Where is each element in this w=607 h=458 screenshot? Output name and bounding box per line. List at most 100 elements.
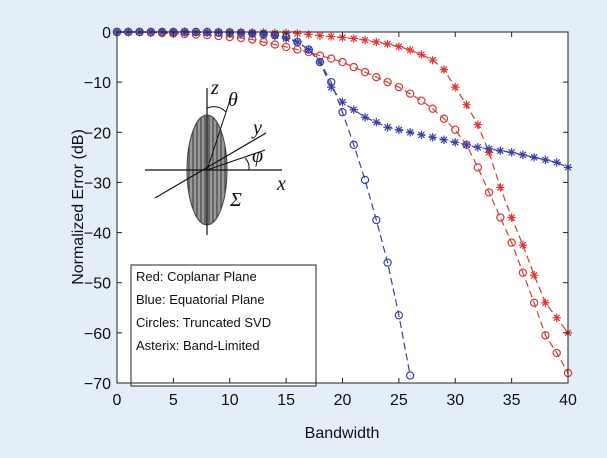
point	[259, 29, 268, 39]
point	[428, 55, 437, 65]
y-axis-arrow	[154, 132, 267, 199]
point	[394, 82, 404, 92]
point	[372, 72, 381, 82]
point	[338, 98, 347, 107]
point	[293, 29, 302, 38]
point	[417, 130, 426, 139]
y-tick-label: −50	[84, 276, 111, 293]
point	[349, 105, 358, 114]
inset-label: x	[276, 173, 286, 195]
phi-arc	[244, 157, 250, 171]
point	[405, 89, 415, 98]
inset-label: Σ	[229, 189, 242, 211]
y-tick-label: −70	[84, 376, 111, 393]
legend-box	[130, 264, 317, 387]
point	[214, 28, 223, 37]
point	[552, 348, 561, 358]
point	[338, 33, 347, 42]
point	[451, 138, 460, 147]
y-tick-label: −40	[84, 226, 111, 243]
y-tick-label: −30	[84, 175, 111, 192]
point	[496, 213, 505, 222]
point	[496, 183, 505, 192]
x-tick-label: 35	[503, 392, 521, 409]
point	[327, 77, 336, 87]
point	[315, 31, 325, 40]
x-tick-label: 15	[277, 392, 295, 409]
legend-text: Circles: Truncated SVD	[136, 315, 271, 330]
point	[541, 155, 550, 165]
point	[360, 175, 370, 185]
point	[405, 45, 415, 55]
x-tick-label: 40	[559, 392, 577, 409]
point	[248, 29, 257, 38]
point	[315, 57, 325, 67]
y-axis-title: Normalized Error (dB)	[70, 129, 87, 285]
inset-label: y	[251, 117, 262, 139]
point	[473, 120, 482, 129]
point	[417, 50, 426, 59]
point	[451, 82, 460, 92]
point	[405, 128, 415, 137]
x-tick-label: 5	[169, 392, 178, 409]
point	[541, 298, 550, 307]
y-tick-label: −10	[84, 75, 111, 92]
point	[541, 331, 550, 340]
point	[349, 34, 358, 43]
point	[304, 30, 313, 39]
point	[281, 34, 291, 43]
point	[327, 32, 336, 41]
point	[360, 67, 370, 77]
x-tick-label: 20	[334, 392, 352, 409]
x-tick-label: 30	[446, 392, 464, 409]
point	[518, 240, 528, 250]
point	[484, 144, 494, 154]
point	[462, 140, 471, 150]
point	[236, 28, 246, 38]
point	[473, 143, 482, 152]
inset-label: θ	[228, 89, 238, 111]
point	[383, 123, 392, 132]
point	[394, 311, 404, 320]
point	[439, 65, 449, 74]
point	[338, 108, 347, 117]
point	[439, 114, 449, 123]
y-tick-label: −20	[84, 125, 111, 142]
y-tick-label: −60	[84, 326, 111, 343]
point	[529, 270, 539, 280]
series-line	[117, 31, 569, 374]
point	[529, 298, 539, 307]
point	[529, 153, 539, 162]
point	[552, 158, 561, 167]
point	[349, 62, 358, 72]
point	[451, 125, 460, 134]
point	[293, 37, 302, 47]
point	[383, 258, 392, 267]
point	[394, 42, 404, 51]
x-axis-title: Bandwidth	[305, 425, 380, 442]
point	[518, 150, 528, 160]
point	[552, 313, 561, 323]
point	[281, 42, 291, 52]
theta-arc	[206, 106, 227, 113]
point	[484, 188, 494, 197]
point	[428, 133, 437, 142]
legend: Red: Coplanar Plane Blue: Equatorial Plan…	[130, 264, 317, 387]
point	[327, 82, 336, 92]
inset-label: z	[210, 77, 219, 99]
point	[439, 135, 449, 145]
point	[507, 238, 516, 247]
legend-text: Red: Coplanar Plane	[136, 269, 257, 284]
point	[394, 125, 404, 134]
point	[270, 30, 280, 40]
point	[270, 40, 280, 49]
point	[496, 146, 505, 156]
point	[270, 31, 280, 41]
point	[372, 215, 381, 225]
y-tick-label: 0	[102, 25, 111, 42]
point	[360, 35, 370, 45]
point	[417, 96, 426, 105]
point	[372, 118, 381, 127]
